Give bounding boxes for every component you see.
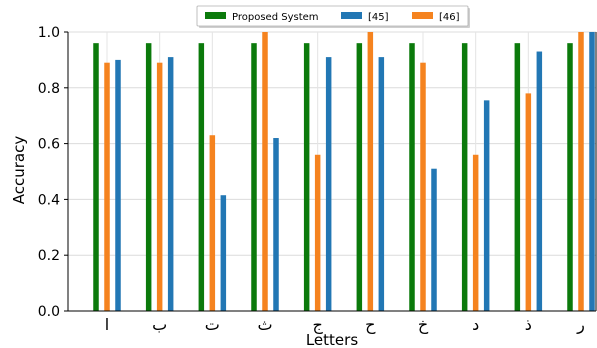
- bar: [198, 43, 205, 311]
- x-tick-label: ح: [365, 315, 376, 335]
- bar: [93, 43, 99, 311]
- bar: [209, 135, 216, 311]
- bar: [314, 154, 321, 311]
- x-tick-label: ت: [205, 315, 220, 334]
- bar: [525, 93, 532, 311]
- bar: [251, 43, 257, 311]
- bar: [536, 51, 543, 311]
- bar: [514, 43, 521, 311]
- bar: [409, 43, 415, 311]
- bar: [356, 43, 363, 311]
- legend-label: [45]: [368, 12, 389, 23]
- bar: [145, 43, 152, 311]
- tick-labels: 0.0 0.2 0.4 0.6 0.8 1.0 ا ب ت ث ج ح خ د ذ ر: [38, 25, 585, 335]
- bar: [472, 154, 479, 311]
- bar: [104, 62, 110, 311]
- y-tick-label: 0.6: [38, 137, 60, 153]
- bar: [378, 57, 385, 311]
- legend-swatch: [205, 12, 226, 19]
- bar-series: [93, 32, 595, 312]
- y-tick-label: 0.2: [38, 248, 60, 264]
- legend-label: [46]: [439, 12, 460, 23]
- x-tick-label: ذ: [525, 315, 532, 334]
- bar: [303, 43, 310, 311]
- x-tick-label: ب: [152, 315, 167, 334]
- y-tick-label: 0.4: [38, 192, 60, 208]
- bar: [431, 168, 437, 311]
- bar: [367, 32, 374, 311]
- y-tick-label: 1.0: [38, 25, 60, 41]
- bar: [156, 62, 163, 311]
- x-tick-label: خ: [418, 315, 429, 335]
- bar: [167, 57, 174, 311]
- y-axis-title: Accuracy: [10, 136, 28, 205]
- bar: [420, 62, 426, 311]
- bar: [325, 57, 332, 311]
- bar: [220, 195, 227, 311]
- bar: [273, 138, 279, 311]
- bar: [115, 59, 121, 312]
- bar: [483, 100, 490, 311]
- x-tick-label: ر: [576, 315, 585, 335]
- bar: [589, 32, 595, 311]
- legend-box: [196, 5, 469, 27]
- bar: [262, 32, 268, 311]
- x-tick-label: ا: [105, 315, 109, 334]
- y-tick-label: 0.8: [38, 81, 60, 97]
- legend: Proposed System [45] [46]: [196, 5, 470, 28]
- x-axis-title: Letters: [306, 331, 358, 348]
- legend-swatch: [341, 12, 362, 19]
- axes: [67, 32, 597, 312]
- x-tick-label: ث: [257, 315, 272, 334]
- bar: [567, 43, 573, 311]
- bar: [578, 32, 584, 311]
- x-tick-label: د: [472, 315, 479, 334]
- x-tick-label: ج: [313, 315, 324, 335]
- legend-label: Proposed System: [232, 12, 319, 23]
- legend-swatch: [412, 12, 433, 19]
- y-tick-label: 0.0: [38, 304, 60, 320]
- bar: [461, 43, 468, 311]
